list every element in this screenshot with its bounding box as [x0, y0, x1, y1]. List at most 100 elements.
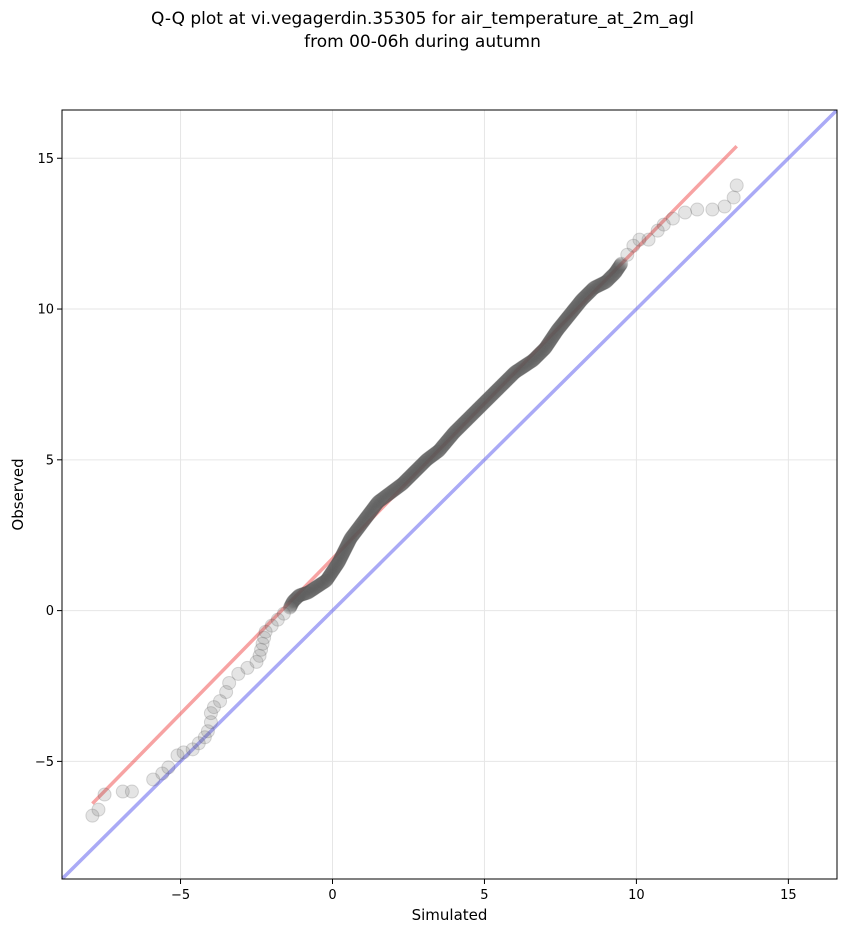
qq-point: [404, 468, 419, 483]
qq-point: [552, 320, 567, 335]
qq-point: [581, 286, 596, 301]
qq-point: [486, 386, 501, 401]
qq-point: [568, 300, 583, 315]
qq-point: [397, 474, 412, 489]
qq-point: [289, 591, 304, 606]
qq-point: [451, 421, 466, 436]
qq-point: [507, 365, 522, 380]
qq-point: [469, 403, 484, 418]
qq-point: [534, 344, 549, 359]
qq-point: [447, 424, 462, 439]
qq-point: [474, 398, 489, 413]
qq-point: [444, 428, 459, 443]
qq-point: [367, 499, 382, 514]
qq-point: [520, 357, 535, 372]
qq-point: [471, 401, 486, 416]
qq-point: [355, 515, 370, 530]
qq-point: [591, 278, 606, 293]
qq-point: [565, 304, 580, 319]
qq-point: [397, 475, 412, 490]
qq-point: [448, 424, 463, 439]
qq-point: [571, 297, 586, 312]
qq-point: [359, 510, 374, 525]
qq-point: [427, 447, 442, 462]
qq-point: [501, 372, 516, 387]
qq-point: [396, 476, 411, 491]
qq-point: [369, 496, 384, 511]
qq-point: [475, 397, 490, 412]
qq-point: [559, 311, 574, 326]
qq-point: [303, 584, 317, 599]
qq-point: [296, 587, 311, 602]
qq-point: [327, 561, 342, 576]
qq-point: [155, 766, 170, 781]
qq-point: [593, 277, 608, 292]
qq-point: [249, 654, 264, 669]
qq-point: [424, 449, 439, 464]
qq-point: [344, 530, 359, 545]
qq-point: [529, 350, 544, 365]
qq-point: [487, 385, 502, 400]
qq-point: [375, 491, 390, 506]
qq-point: [496, 377, 511, 392]
qq-point: [566, 303, 581, 318]
qq-point: [231, 666, 246, 681]
qq-point: [534, 345, 549, 360]
qq-point: [542, 334, 557, 349]
qq-point: [535, 343, 550, 358]
qq-point: [313, 577, 328, 592]
qq-point: [562, 308, 577, 323]
qq-point: [351, 521, 366, 536]
qq-point: [576, 291, 591, 306]
qq-point: [457, 415, 472, 430]
qq-point: [556, 316, 571, 331]
qq-point: [496, 376, 511, 391]
qq-point: [389, 481, 404, 496]
qq-point: [203, 715, 218, 730]
qq-point: [430, 444, 445, 459]
qq-point: [222, 675, 237, 690]
qq-point: [426, 447, 441, 462]
qq-point: [598, 275, 613, 290]
qq-point: [545, 329, 560, 344]
y-tick-label: 0: [46, 604, 54, 619]
qq-point: [283, 599, 298, 614]
qq-point: [429, 445, 444, 460]
qq-point: [541, 336, 556, 351]
chart-title-line-1: Q-Q plot at vi.vegagerdin.35305 for air_…: [150, 9, 695, 29]
qq-point: [568, 300, 583, 315]
qq-point: [454, 418, 469, 433]
qq-point: [310, 579, 325, 594]
qq-point: [348, 524, 363, 539]
qq-point: [185, 742, 200, 757]
qq-point: [499, 373, 514, 388]
qq-point: [474, 398, 489, 413]
qq-point: [611, 260, 626, 275]
qq-point: [320, 572, 335, 587]
fit-line: [91, 144, 738, 805]
qq-point: [332, 554, 347, 569]
qq-point: [515, 360, 530, 375]
qq-point: [543, 332, 558, 347]
qq-point: [600, 273, 615, 288]
qq-point: [526, 352, 541, 367]
qq-point: [613, 258, 627, 273]
qq-point: [97, 787, 112, 802]
qq-point: [551, 322, 566, 337]
qq-point: [411, 460, 426, 475]
qq-point: [356, 514, 371, 529]
qq-point: [342, 533, 357, 548]
qq-point: [420, 452, 435, 467]
qq-point: [469, 403, 484, 418]
qq-point: [318, 574, 333, 589]
qq-point: [557, 314, 572, 329]
qq-point: [498, 374, 513, 389]
qq-point: [450, 422, 465, 437]
qq-point: [519, 357, 534, 372]
qq-point: [358, 511, 373, 526]
qq-point: [191, 736, 206, 751]
qq-point: [521, 356, 536, 371]
qq-point: [481, 391, 496, 406]
qq-point: [553, 319, 568, 334]
qq-point: [717, 199, 732, 214]
